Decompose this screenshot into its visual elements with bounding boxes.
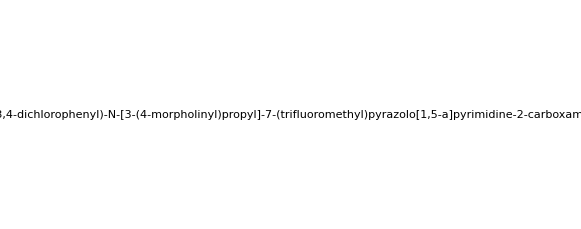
Text: 5-(3,4-dichlorophenyl)-N-[3-(4-morpholinyl)propyl]-7-(trifluoromethyl)pyrazolo[1: 5-(3,4-dichlorophenyl)-N-[3-(4-morpholin… xyxy=(0,109,581,120)
